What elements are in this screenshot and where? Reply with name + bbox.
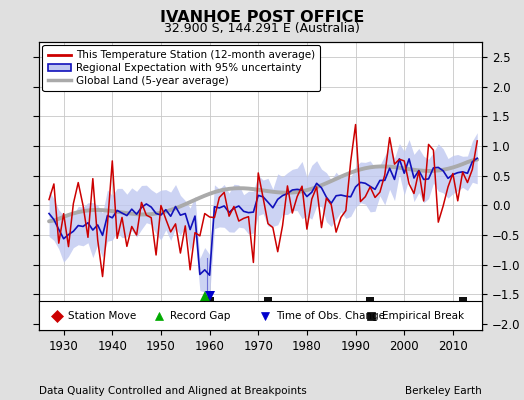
- Text: Empirical Break: Empirical Break: [383, 310, 465, 321]
- Text: Record Gap: Record Gap: [170, 310, 230, 321]
- Text: IVANHOE POST OFFICE: IVANHOE POST OFFICE: [160, 10, 364, 25]
- Text: Data Quality Controlled and Aligned at Breakpoints: Data Quality Controlled and Aligned at B…: [39, 386, 307, 396]
- Legend: This Temperature Station (12-month average), Regional Expectation with 95% uncer: This Temperature Station (12-month avera…: [42, 45, 320, 91]
- Text: Time of Obs. Change: Time of Obs. Change: [276, 310, 385, 321]
- Text: 32.900 S, 144.291 E (Australia): 32.900 S, 144.291 E (Australia): [164, 22, 360, 35]
- Text: Berkeley Earth: Berkeley Earth: [406, 386, 482, 396]
- Text: Station Move: Station Move: [68, 310, 136, 321]
